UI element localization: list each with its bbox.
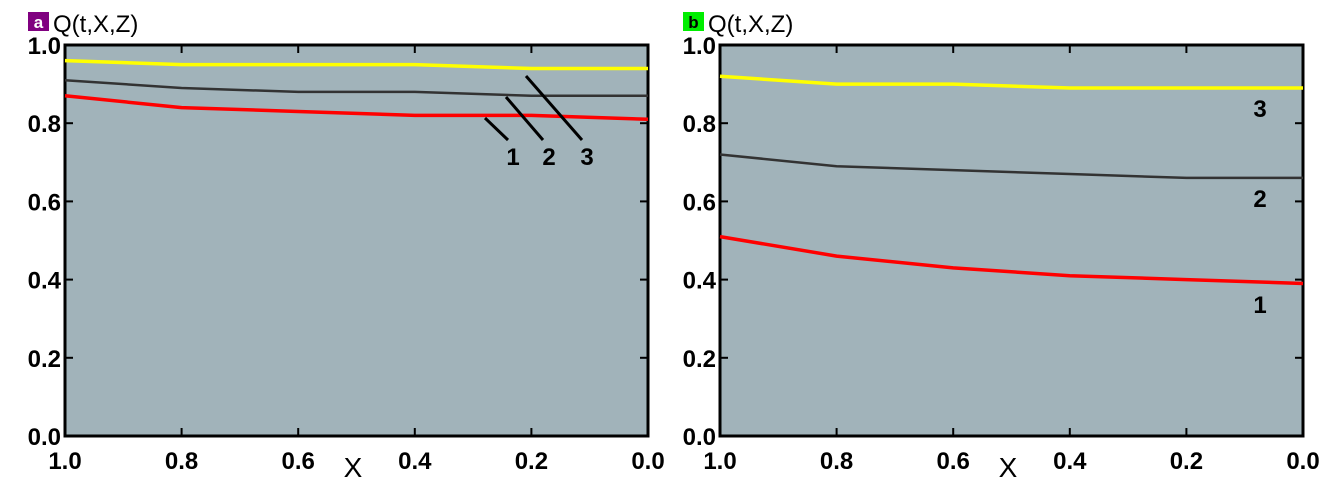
series-line-1 [64,94,649,122]
series-line-2 [64,78,648,98]
series-line-1 [719,234,1304,286]
series-line-3 [719,74,1303,90]
curve-label-1: 1 [1253,292,1266,319]
y-tick-label: 0.6 [28,189,61,216]
curve-label-2: 2 [1253,186,1266,213]
x-tick-label: 0.0 [1286,448,1319,475]
x-tick-label: 1.0 [48,448,81,475]
x-tick-label: 0.2 [1170,448,1203,475]
x-axis-label: X [344,452,363,481]
x-tick-label: 0.8 [165,448,198,475]
y-tick-label: 0.6 [683,189,716,216]
panel-a: a Q(t,X,Z) 0.0 0.2 0.4 0.6 0.8 1.0 1.0 0.8 0.6 0.4 0… [28,11,665,481]
y-tick-label: 0.8 [683,111,716,138]
curve-leader-2 [504,96,545,141]
curve-leader-3 [524,75,584,141]
curve-label-2: 2 [542,144,555,171]
x-tick-label: 0.8 [820,448,853,475]
curve-label-3: 3 [1253,96,1266,123]
x-tick-label: 0.6 [282,448,315,475]
panel-b: b Q(t,X,Z) 0.0 0.2 0.4 0.6 0.8 1.0 1.0 0.8 0.6 0.4 0… [683,11,1320,481]
y-tick-label: 0.2 [28,346,61,373]
y-axis-label: Q(t,X,Z) [53,11,138,38]
panel-badge [683,12,704,31]
curve-label-3: 3 [580,144,593,171]
x-tick-label: 0.2 [515,448,548,475]
panel-badge [28,12,49,31]
curve-leader-1 [483,116,510,142]
x-tick-label: 1.0 [703,448,736,475]
y-axis-label: Q(t,X,Z) [708,11,793,38]
curve-label-1: 1 [506,144,519,171]
x-tick-label: 0.6 [937,448,970,475]
x-tick-label: 0.4 [1053,448,1087,475]
plot-area [718,43,1305,438]
series-line-3 [64,58,648,71]
y-tick-label: 1.0 [28,33,61,60]
y-tick-label: 0.4 [683,268,717,295]
series-line-2 [719,153,1303,180]
y-tick-label: 0.0 [28,424,61,451]
x-axis-label: X [999,452,1018,481]
panel-letter: a [34,13,44,32]
y-tick-label: 0.0 [683,424,716,451]
y-tick-label: 0.2 [683,346,716,373]
x-tick-label: 0.0 [631,448,664,475]
x-tick-label: 0.4 [398,448,432,475]
y-tick-label: 1.0 [683,33,716,60]
panel-letter: b [688,13,698,32]
y-tick-label: 0.4 [28,268,62,295]
y-tick-label: 0.8 [28,111,61,138]
plot-area [63,43,650,438]
